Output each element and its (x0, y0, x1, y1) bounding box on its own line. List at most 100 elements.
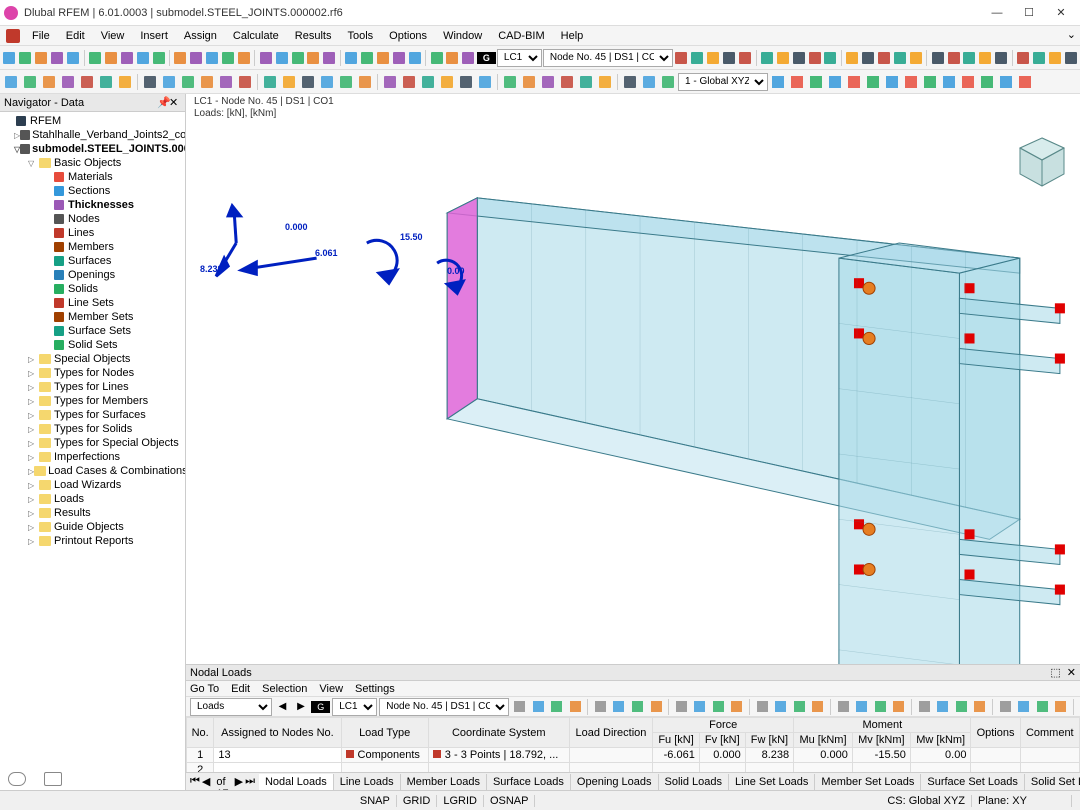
toolbar-button[interactable] (59, 73, 77, 91)
toolbar-button[interactable] (674, 49, 689, 67)
loads-type-select[interactable]: Loads (190, 698, 272, 716)
toolbar-button[interactable] (116, 73, 134, 91)
tree-item[interactable]: Openings (2, 268, 183, 282)
bp-toolbar-button[interactable] (729, 698, 746, 716)
bp-toolbar-button[interactable] (1016, 698, 1033, 716)
lc-select[interactable]: LC1 (332, 698, 377, 716)
toolbar-button[interactable] (877, 49, 892, 67)
camera-icon[interactable] (44, 772, 62, 786)
node-select[interactable]: Node No. 45 | DS1 | CO1 (543, 49, 673, 67)
toolbar-button[interactable] (826, 73, 844, 91)
toolbar-button[interactable] (476, 73, 494, 91)
toolbar-button[interactable] (893, 49, 908, 67)
bp-toolbar-button[interactable] (530, 698, 547, 716)
bp-toolbar-button[interactable] (592, 698, 609, 716)
bp-toolbar-button[interactable] (511, 698, 528, 716)
menu-results[interactable]: Results (287, 28, 340, 44)
bp-toolbar-button[interactable] (872, 698, 889, 716)
tree-item[interactable]: Surface Sets (2, 324, 183, 338)
toolbar-button[interactable] (356, 73, 374, 91)
coordsys-select[interactable]: 1 - Global XYZ (678, 73, 768, 91)
toolbar-button[interactable] (978, 49, 993, 67)
bp-toolbar-button[interactable] (692, 698, 709, 716)
toolbar-button[interactable] (407, 49, 422, 67)
toolbar-button[interactable] (845, 73, 863, 91)
bp-toolbar-button[interactable] (548, 698, 565, 716)
bp-menu-edit[interactable]: Edit (231, 683, 250, 695)
bp-toolbar-button[interactable] (567, 698, 584, 716)
toolbar-button[interactable] (189, 49, 204, 67)
menu-view[interactable]: View (93, 28, 133, 44)
toolbar-button[interactable] (344, 49, 359, 67)
menu-file[interactable]: File (24, 28, 58, 44)
toolbar-button[interactable] (759, 49, 774, 67)
bp-menu-selection[interactable]: Selection (262, 683, 307, 695)
tree-item[interactable]: ▷Load Wizards (2, 478, 183, 492)
bp-menu-go-to[interactable]: Go To (190, 683, 219, 695)
toolbar-button[interactable] (66, 49, 81, 67)
tree-item[interactable]: ▷Results (2, 506, 183, 520)
toolbar-button[interactable] (577, 73, 595, 91)
toolbar-button[interactable] (160, 73, 178, 91)
bp-toolbar-button[interactable] (953, 698, 970, 716)
toolbar-button[interactable] (261, 73, 279, 91)
bp-toolbar-button[interactable] (997, 698, 1014, 716)
tree-item[interactable]: Nodes (2, 212, 183, 226)
toolbar-button[interactable] (322, 49, 337, 67)
toolbar-button[interactable] (962, 49, 977, 67)
toolbar-button[interactable] (457, 73, 475, 91)
toolbar-button[interactable] (1016, 73, 1034, 91)
status-lgrid[interactable]: LGRID (437, 795, 484, 807)
toolbar-button[interactable] (360, 49, 375, 67)
toolbar-button[interactable] (2, 49, 17, 67)
tree-item[interactable]: Materials (2, 170, 183, 184)
toolbar-button[interactable] (34, 49, 49, 67)
bp-toolbar-button[interactable] (916, 698, 933, 716)
toolbar-button[interactable] (640, 73, 658, 91)
bp-toolbar-button[interactable] (754, 698, 771, 716)
toolbar-button[interactable] (217, 73, 235, 91)
tab-surface-set-loads[interactable]: Surface Set Loads (921, 774, 1025, 790)
toolbar-button[interactable] (306, 49, 321, 67)
tree-item[interactable]: Solid Sets (2, 338, 183, 352)
pager-button[interactable]: ⏭ (245, 775, 255, 788)
toolbar-button[interactable] (1047, 49, 1062, 67)
status-grid[interactable]: GRID (397, 795, 438, 807)
tab-line-set-loads[interactable]: Line Set Loads (729, 774, 815, 790)
toolbar-button[interactable] (845, 49, 860, 67)
menu-edit[interactable]: Edit (58, 28, 93, 44)
tab-solid-loads[interactable]: Solid Loads (659, 774, 730, 790)
toolbar-button[interactable] (775, 49, 790, 67)
menu-chevron[interactable]: ⌄ (1067, 28, 1076, 41)
toolbar-button[interactable] (376, 49, 391, 67)
menu-options[interactable]: Options (381, 28, 435, 44)
toolbar-button[interactable] (706, 49, 721, 67)
toolbar-button[interactable] (221, 49, 236, 67)
toolbar-button[interactable] (596, 73, 614, 91)
toolbar-button[interactable] (135, 49, 150, 67)
bp-toolbar-button[interactable] (629, 698, 646, 716)
menu-tools[interactable]: Tools (339, 28, 381, 44)
toolbar-button[interactable] (400, 73, 418, 91)
tab-member-loads[interactable]: Member Loads (401, 774, 487, 790)
toolbar-button[interactable] (258, 49, 273, 67)
close-button[interactable]: ✕ (1046, 3, 1076, 23)
toolbar-button[interactable] (978, 73, 996, 91)
bp-toolbar-button[interactable] (773, 698, 790, 716)
tree-item[interactable]: ▷Types for Solids (2, 422, 183, 436)
tree-item[interactable]: Member Sets (2, 310, 183, 324)
tab-line-loads[interactable]: Line Loads (334, 774, 401, 790)
menu-cad-bim[interactable]: CAD-BIM (490, 28, 552, 44)
toolbar-button[interactable] (864, 73, 882, 91)
toolbar-button[interactable] (445, 49, 460, 67)
menu-insert[interactable]: Insert (132, 28, 176, 44)
toolbar-button[interactable] (501, 73, 519, 91)
toolbar-button[interactable] (959, 73, 977, 91)
toolbar-button[interactable] (902, 73, 920, 91)
bp-toolbar-button[interactable] (791, 698, 808, 716)
bp-toolbar-button[interactable] (1034, 698, 1051, 716)
tree-item[interactable]: Line Sets (2, 296, 183, 310)
tab-solid-set-loads[interactable]: Solid Set Loads (1025, 774, 1080, 790)
toolbar-button[interactable] (419, 73, 437, 91)
toolbar-button[interactable] (908, 49, 923, 67)
